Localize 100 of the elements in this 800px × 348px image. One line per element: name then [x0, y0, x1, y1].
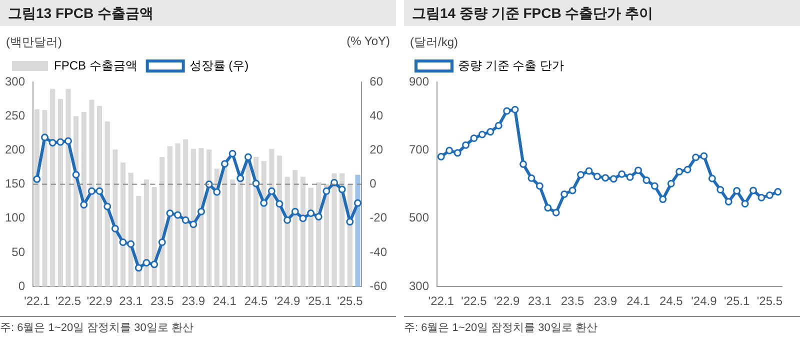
point: [276, 200, 284, 208]
x-tick-label: 24.5: [244, 294, 268, 308]
y-tick-label: 0: [18, 278, 26, 293]
bar: [112, 150, 118, 287]
point: [291, 208, 299, 216]
chart-title: 그림13 FPCB 수출금액: [0, 0, 396, 26]
point: [552, 208, 560, 216]
point: [520, 160, 528, 168]
bar: [58, 99, 63, 287]
y-tick-label: 100: [4, 210, 26, 225]
bar: [230, 180, 236, 287]
bar: [120, 162, 126, 287]
bar: [74, 116, 79, 287]
point: [692, 154, 700, 162]
y-tick-label: 50: [12, 244, 26, 259]
point: [182, 216, 190, 224]
point: [150, 260, 158, 268]
x-tick-label: '25.1: [306, 294, 332, 308]
y-axis-title: (달러/kg): [410, 34, 458, 50]
point: [602, 174, 610, 182]
bar: [198, 148, 204, 287]
point: [486, 128, 494, 136]
x-tick-label: 24.1: [626, 294, 650, 308]
point: [667, 180, 675, 188]
point: [618, 170, 626, 178]
bar: [50, 88, 56, 287]
point: [314, 212, 322, 220]
point: [733, 187, 741, 195]
point: [676, 168, 684, 176]
y2-tick-label: 20: [370, 142, 384, 157]
x-tick-label: 23.9: [182, 294, 206, 308]
point: [72, 171, 80, 178]
bar: [355, 174, 360, 287]
bar: [206, 150, 212, 287]
point: [64, 137, 72, 145]
point: [544, 204, 552, 212]
point: [158, 238, 166, 246]
point: [213, 188, 221, 196]
bar: [190, 148, 196, 287]
bar: [34, 109, 40, 287]
point: [626, 173, 634, 181]
bar: [167, 146, 172, 287]
bar: [261, 161, 266, 287]
x-tick-label: '22.5: [461, 294, 488, 308]
point: [724, 198, 732, 206]
text: 주: 6월은 1~20일 잠정치를 30일로 환산: [0, 321, 194, 335]
point: [758, 194, 766, 202]
point: [593, 172, 601, 180]
point: [41, 134, 49, 142]
point: [322, 187, 330, 195]
point: [236, 174, 244, 182]
point: [338, 186, 346, 194]
bar: [308, 188, 314, 287]
point: [88, 187, 96, 195]
point: [446, 146, 454, 154]
x-tick-label: '22.1: [428, 294, 454, 308]
point: [166, 210, 174, 218]
x-tick-label: '25.5: [337, 294, 364, 308]
point: [659, 196, 667, 204]
bar: [66, 88, 71, 287]
point: [48, 138, 56, 146]
point: [260, 199, 268, 207]
bar: [128, 172, 134, 287]
bar: [96, 106, 102, 287]
point: [536, 182, 544, 190]
y2-tick-label: 0: [370, 176, 377, 191]
point: [774, 188, 782, 196]
x-tick-label: 24.1: [213, 294, 237, 308]
point: [700, 152, 708, 160]
x-tick-label: 23.5: [560, 294, 585, 308]
point: [750, 186, 757, 194]
point: [96, 187, 104, 195]
point: [585, 167, 593, 175]
point: [766, 191, 774, 199]
y2-tick-label: -60: [370, 278, 388, 293]
legend-label: 성장률 (우): [189, 58, 249, 72]
legend-label: 중량 기준 수출 단가: [458, 58, 564, 72]
point: [244, 153, 252, 161]
point: [634, 166, 642, 174]
bar: [276, 156, 282, 287]
y2-tick-label: -40: [370, 244, 388, 259]
point: [478, 130, 486, 138]
point: [104, 202, 112, 210]
point: [610, 175, 618, 183]
point: [528, 174, 536, 182]
point: [650, 182, 658, 190]
point: [716, 186, 724, 194]
point: [330, 178, 338, 186]
text: 주: 6월은 1~20일 잠정치를 30일로 환산: [404, 321, 598, 335]
x-tick-label: '25.5: [756, 294, 783, 308]
y-tick-label: 250: [4, 108, 26, 122]
x-tick-label: '25.1: [724, 294, 750, 308]
point: [454, 149, 462, 157]
point: [134, 264, 142, 272]
point: [684, 166, 692, 174]
point: [198, 208, 205, 216]
point: [462, 141, 470, 149]
point: [33, 175, 41, 183]
point: [708, 174, 716, 182]
y-tick-label: 500: [408, 210, 430, 225]
